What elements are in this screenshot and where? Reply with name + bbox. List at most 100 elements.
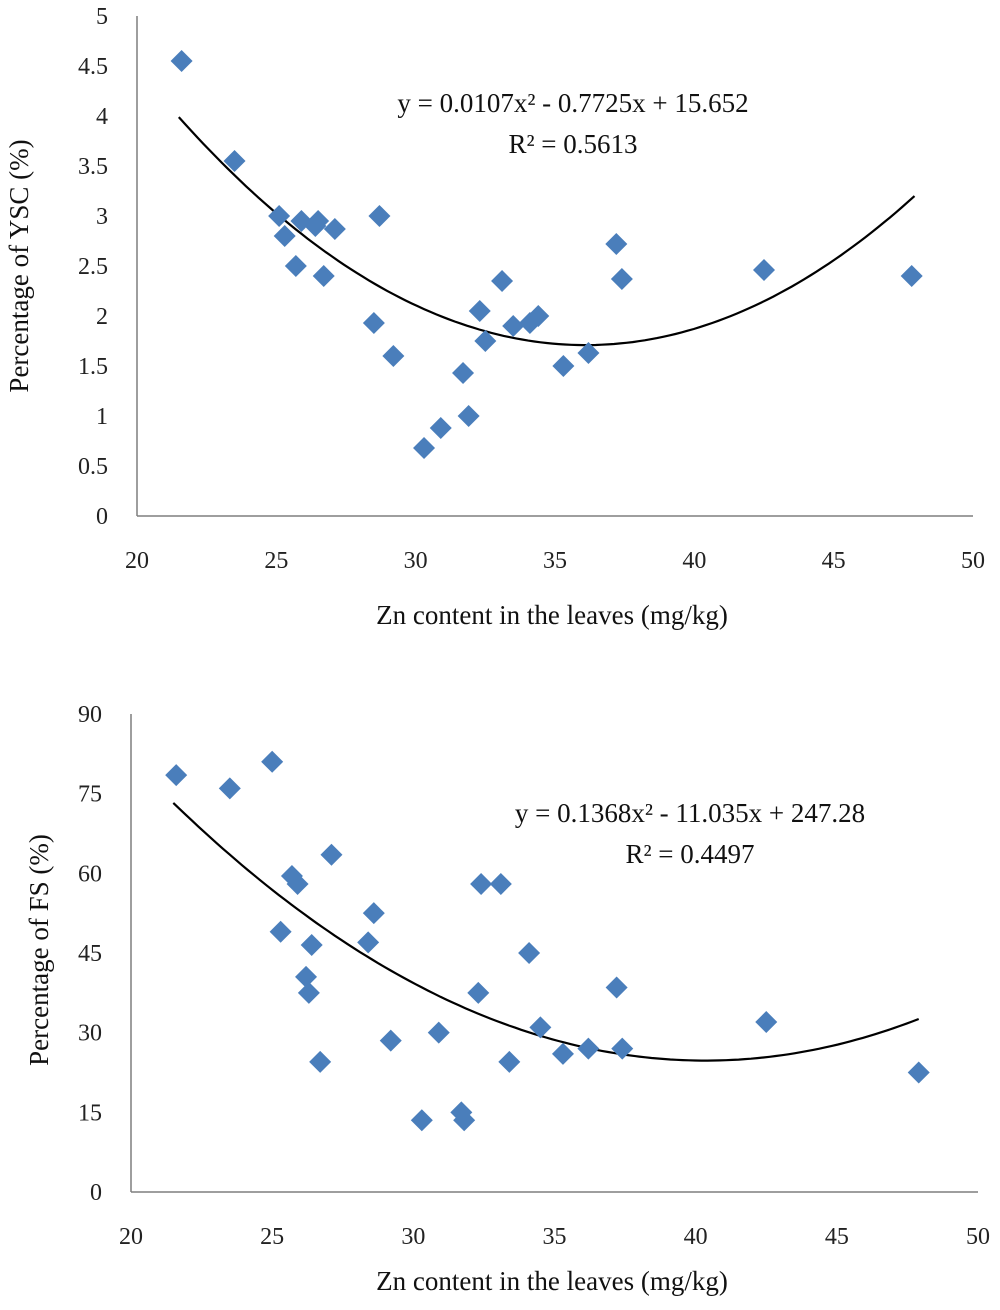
ysc-data-point: [527, 305, 550, 327]
ysc-data-point: [429, 417, 452, 439]
ysc-y-tick-label: 2.5: [78, 254, 108, 280]
ysc-y-tick-label: 0.5: [78, 454, 108, 480]
ysc-y-axis-title: Percentage of YSC (%): [4, 139, 34, 392]
ysc-data-point: [307, 210, 330, 232]
fs-data-point: [907, 1061, 930, 1084]
ysc-x-tick-label: 35: [543, 548, 567, 574]
fs-data-point: [577, 1037, 600, 1060]
fs-x-tick-label: 50: [966, 1224, 990, 1250]
ysc-x-axis-title: Zn content in the leaves (mg/kg): [376, 600, 728, 630]
fs-data-point: [427, 1021, 450, 1044]
fs-x-tick-label: 35: [543, 1224, 567, 1250]
ysc-data-point: [284, 255, 307, 277]
fs-x-tick-label: 30: [401, 1224, 425, 1250]
fs-r-squared: R² = 0.4497: [625, 839, 754, 869]
ysc-x-tick-label: 50: [961, 548, 985, 574]
fs-data-point: [410, 1109, 433, 1132]
fs-y-tick-label: 15: [78, 1100, 102, 1126]
fs-data-point: [755, 1011, 778, 1034]
fs-y-tick-label: 75: [78, 782, 102, 808]
ysc-data-point: [170, 50, 193, 72]
ysc-equation: y = 0.0107x² - 0.7725x + 15.652: [397, 88, 748, 118]
fs-x-tick-label: 20: [119, 1224, 143, 1250]
ysc-data-point: [552, 355, 575, 377]
ysc-data-point: [502, 315, 525, 337]
fs-x-tick-label: 25: [260, 1224, 284, 1250]
fs-data-point: [297, 981, 320, 1004]
fs-x-tick-label: 45: [825, 1224, 849, 1250]
ysc-data-point: [223, 150, 246, 172]
fs-data-point: [362, 902, 385, 925]
fs-trendline: [172, 802, 920, 1062]
ysc-data-point: [368, 205, 391, 227]
ysc-y-tick-label: 1: [96, 404, 108, 430]
ysc-data-point: [273, 225, 296, 247]
fs-data-point: [489, 872, 512, 895]
ysc-y-tick-label: 0: [96, 504, 108, 530]
ysc-data-point: [468, 300, 491, 322]
fs-data-point: [529, 1016, 552, 1039]
fs-data-point: [551, 1042, 574, 1065]
fs-data-point: [320, 843, 343, 866]
fs-y-tick-label: 30: [78, 1021, 102, 1047]
fs-y-tick-label: 0: [90, 1180, 102, 1206]
ysc-data-point: [312, 265, 335, 287]
ysc-data-point: [413, 437, 436, 459]
ysc-y-tick-label: 1.5: [78, 354, 108, 380]
fs-chart: 0 15 30 45 60 75 90 20 25 30 35 40 45 50 y = 0.1368x…: [24, 702, 990, 1296]
fs-equation: y = 0.1368x² - 11.035x + 247.28: [515, 798, 865, 828]
ysc-trendline: [177, 116, 916, 347]
fs-data-point: [379, 1029, 402, 1052]
fs-data-point: [261, 750, 284, 773]
ysc-x-tick-label: 40: [682, 548, 706, 574]
fs-data-point: [498, 1050, 521, 1073]
ysc-x-tick-labels: 20 25 30 35 40 45 50: [125, 548, 985, 574]
ysc-y-tick-label: 3.5: [78, 154, 108, 180]
ysc-data-point: [577, 342, 600, 364]
ysc-data-point: [452, 362, 475, 384]
ysc-y-tick-label: 4.5: [78, 54, 108, 80]
ysc-x-tick-label: 30: [404, 548, 428, 574]
fs-data-point: [467, 981, 490, 1004]
fs-y-tick-label: 90: [78, 702, 102, 728]
fs-data-point: [165, 764, 188, 787]
ysc-data-point: [491, 270, 514, 292]
fs-data-point: [295, 965, 318, 988]
fs-x-axis-title: Zn content in the leaves (mg/kg): [376, 1266, 728, 1296]
fs-data-point: [300, 934, 323, 957]
fs-data-point: [269, 920, 292, 943]
ysc-y-tick-label: 3: [96, 204, 108, 230]
ysc-data-point: [457, 405, 480, 427]
fs-data-point: [605, 976, 628, 999]
ysc-data-point: [362, 312, 385, 334]
fs-data-point: [518, 942, 541, 964]
ysc-r-squared: R² = 0.5613: [508, 129, 637, 159]
ysc-data-point: [605, 233, 628, 255]
ysc-data-point: [323, 218, 346, 240]
fs-data-point: [611, 1037, 634, 1060]
ysc-y-tick-label: 4: [96, 104, 108, 130]
ysc-y-tick-labels: 0 0.5 1 1.5 2 2.5 3 3.5 4 4.5 5: [78, 4, 108, 530]
fs-points: [165, 750, 930, 1132]
ysc-data-point: [382, 345, 405, 367]
fs-y-axis-title: Percentage of FS (%): [24, 834, 54, 1066]
ysc-y-tick-label: 2: [96, 304, 108, 330]
fs-y-tick-labels: 0 15 30 45 60 75 90: [78, 702, 102, 1206]
fs-x-tick-label: 40: [684, 1224, 708, 1250]
ysc-x-tick-label: 25: [264, 548, 288, 574]
ysc-points: [170, 50, 923, 459]
fs-data-point: [286, 872, 309, 895]
ysc-y-tick-label: 5: [96, 4, 108, 30]
fs-x-tick-labels: 20 25 30 35 40 45 50: [119, 1224, 990, 1250]
fs-data-point: [453, 1109, 476, 1132]
ysc-x-tick-label: 45: [822, 548, 846, 574]
fs-data-point: [309, 1050, 332, 1073]
fs-y-tick-label: 60: [78, 861, 102, 887]
ysc-data-point: [268, 205, 291, 227]
ysc-data-point: [753, 259, 775, 281]
fs-data-point: [218, 777, 241, 800]
fs-data-point: [357, 931, 380, 954]
fs-data-point: [470, 872, 493, 895]
ysc-data-point: [900, 265, 923, 287]
